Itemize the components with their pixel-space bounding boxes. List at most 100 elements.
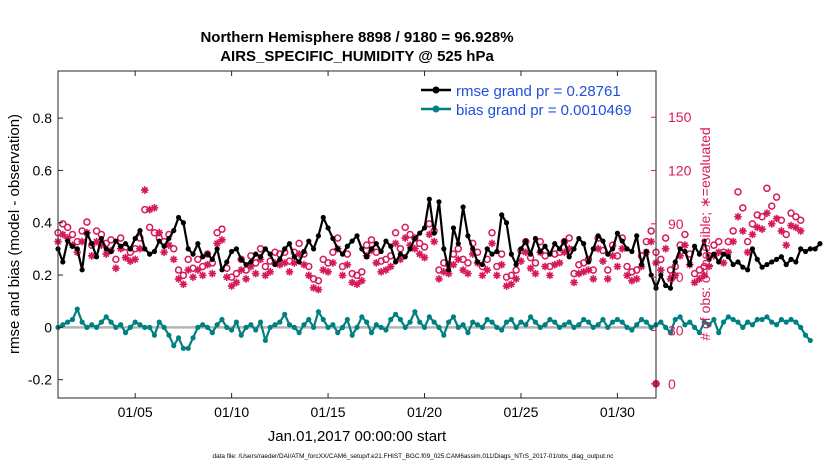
rmse-point-150 [778,254,784,260]
obs-evaluated-point-82 [449,260,458,269]
obs-possible-point-146 [758,212,766,221]
rmse-point-62 [354,233,360,239]
obs-evaluated-point-139 [724,248,733,257]
y-left-tick-label-5: 0.8 [33,110,53,126]
obs-evaluated-point-38 [237,266,246,274]
obs-evaluated-point-69 [386,262,395,271]
obs-evaluated-point-99 [531,269,540,278]
y-right-tick-label-3: 90 [668,216,684,232]
bias-point-120 [634,322,640,328]
obs-evaluated-point-117 [618,244,627,253]
bias-point-116 [614,316,621,323]
legend-marker-rmse [432,86,440,94]
obs-possible-point-151 [782,230,790,239]
rmse-point-8 [93,254,100,260]
obs-possible-point-38 [237,255,246,264]
rmse-point-103 [552,241,558,247]
bias-point-39 [243,324,249,330]
obs-evaluated-point-132 [690,278,699,287]
obs-possible-point-19 [145,223,154,232]
bias-point-13 [118,322,124,328]
bias-point-5 [79,319,85,325]
bias-point-62 [354,324,360,330]
bias-point-37 [233,319,240,325]
y-right-tick-label-0: 0 [668,376,676,392]
y-left-tick-label-4: 0.6 [33,162,53,178]
obs-evaluated-point-127 [666,275,675,283]
obs-evaluated-point-152 [787,221,795,230]
obs-evaluated-point-34 [218,236,226,244]
obs-evaluated-point-75 [415,250,424,258]
bias-point-105 [561,322,567,328]
bias-point-59 [339,324,346,330]
rmse-point-122 [643,248,649,255]
bias-point-117 [619,319,625,325]
rmse-point-67 [378,248,384,255]
bias-point-36 [229,327,235,333]
rmse-point-111 [590,246,596,252]
obs-evaluated-point-23 [165,241,173,249]
obs-evaluated-point-48 [285,268,294,276]
rmse-point-28 [190,251,196,257]
obs-evaluated-point-63 [358,276,366,285]
obs-possible-point-26 [179,271,188,280]
obs-possible-point-50 [295,239,303,248]
obs-evaluated-point-114 [603,275,612,283]
obs-possible-point-62 [353,271,361,280]
obs-evaluated-point-21 [155,228,164,237]
rmse-point-129 [677,246,683,252]
rmse-point-39 [243,261,249,268]
bias-point-83 [455,324,461,330]
bias-point-121 [638,316,645,323]
obs-evaluated-point-35 [222,273,231,281]
rmse-point-155 [802,248,809,255]
bias-point-140 [730,316,736,323]
bias-point-23 [166,332,172,338]
rmse-point-12 [113,238,119,244]
obs-evaluated-point-106 [565,244,573,253]
bias-point-32 [209,330,215,336]
bias-point-98 [528,314,534,320]
bias-point-27 [185,345,191,351]
obs-evaluated-point-95 [512,275,520,283]
rmse-point-126 [663,282,669,289]
rmse-point-131 [687,261,693,268]
bias-point-88 [479,324,485,330]
y-left-tick-label-1: 0 [44,319,52,335]
bias-point-74 [412,309,418,315]
bias-point-78 [431,319,437,325]
bias-point-64 [364,319,370,325]
rmse-point-147 [764,261,770,268]
tick-layer: 01/05 01/10 01/15 01/20 01/25 01/30 -0.2 0 0.2 0.… [28,71,692,420]
obs-possible-point-64 [362,241,371,249]
bias-point-153 [793,319,799,325]
bias-point-95 [513,324,519,330]
obs-evaluated-point-16 [131,255,139,264]
obs-possible-point-141 [734,188,742,196]
rmse-point-110 [585,259,592,265]
bias-point-80 [441,332,447,338]
obs-possible-point-34 [218,225,226,233]
rmse-point-79 [436,199,442,205]
rmse-point-92 [499,212,505,218]
obs-possible-point-126 [661,234,670,242]
plot-frame [57,70,657,399]
bias-point-112 [595,322,601,328]
rmse-point-72 [402,254,408,260]
obs-evaluated-point-110 [584,266,593,274]
bias-point-41 [253,327,259,333]
rmse-point-34 [219,267,225,273]
rmse-point-50 [296,259,302,265]
rmse-point-101 [542,243,548,249]
bias-point-77 [426,314,432,320]
rmse-point-31 [204,251,211,257]
obs-possible-point-148 [767,202,776,210]
rmse-point-68 [383,238,389,244]
rmse-point-105 [561,238,567,244]
obs-evaluated-point-93 [502,282,511,290]
obs-evaluated-point-30 [198,271,207,280]
rmse-point-7 [89,241,95,247]
bias-point-125 [658,319,664,325]
obs-evaluated-point-9 [97,241,106,249]
x-axis-label: Jan.01,2017 00:00:00 start [268,428,447,445]
